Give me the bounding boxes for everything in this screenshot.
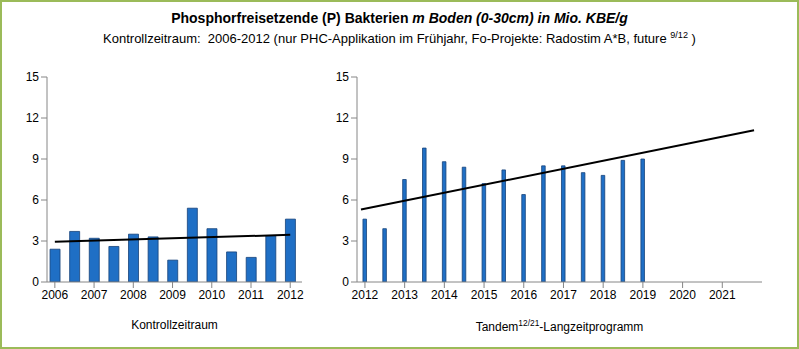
svg-text:2008: 2008	[120, 288, 147, 302]
svg-text:15: 15	[26, 70, 40, 84]
svg-text:2014: 2014	[431, 288, 458, 302]
svg-text:2012: 2012	[277, 288, 304, 302]
svg-text:2015: 2015	[471, 288, 498, 302]
svg-text:6: 6	[32, 193, 39, 207]
svg-text:2009: 2009	[159, 288, 186, 302]
svg-text:2021: 2021	[709, 288, 736, 302]
svg-text:2017: 2017	[550, 288, 577, 302]
svg-text:2020: 2020	[669, 288, 696, 302]
svg-text:3: 3	[32, 234, 39, 248]
html-text:Kontrollzeitraum: 2006-2012 (n: Kontrollzeitraum: 2006-2012 (nur PHC-App…	[103, 30, 696, 47]
svg-text:12: 12	[336, 111, 350, 125]
svg-text:2018: 2018	[590, 288, 617, 302]
svg-text:9: 9	[32, 152, 39, 166]
svg-text:0: 0	[32, 275, 39, 289]
svg-text:9: 9	[342, 152, 349, 166]
html-text:Phosphorfreisetzende (P) Bakte: Phosphorfreisetzende (P) Bakterien m Bod…	[171, 10, 628, 26]
svg-text:2016: 2016	[510, 288, 537, 302]
svg-text:2019: 2019	[630, 288, 657, 302]
svg-text:2012: 2012	[352, 288, 379, 302]
svg-text:12: 12	[26, 111, 40, 125]
svg-text:15: 15	[336, 70, 350, 84]
svg-text:6: 6	[342, 193, 349, 207]
svg-text:2010: 2010	[198, 288, 225, 302]
svg-text:2007: 2007	[81, 288, 108, 302]
svg-text:0: 0	[342, 275, 349, 289]
html-text:Kontrollzeitraum: Kontrollzeitraum	[131, 318, 218, 332]
svg-text:2013: 2013	[391, 288, 418, 302]
html-text:Tandem12/21-Langzeitprogramm: Tandem12/21-Langzeitprogramm	[475, 318, 644, 334]
svg-text:2006: 2006	[41, 288, 68, 302]
svg-text:3: 3	[342, 234, 349, 248]
svg-text:2011: 2011	[238, 288, 264, 302]
